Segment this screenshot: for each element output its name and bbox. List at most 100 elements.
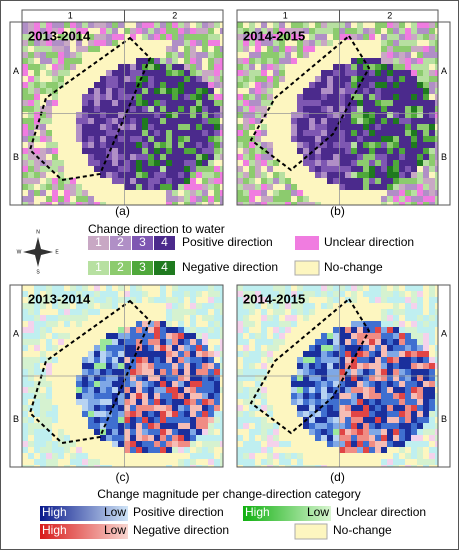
map-cell xyxy=(375,297,381,303)
map-cell xyxy=(261,64,267,70)
map-cell xyxy=(315,387,321,393)
map-cell xyxy=(196,429,202,435)
map-cell xyxy=(196,393,202,399)
map-cell xyxy=(118,429,124,435)
map-cell xyxy=(351,297,357,303)
map-cell xyxy=(327,172,333,178)
map-cell xyxy=(112,459,118,465)
map-cell xyxy=(220,178,223,184)
map-cell xyxy=(261,345,267,351)
map-cell xyxy=(142,375,148,381)
map-cell xyxy=(267,333,273,339)
map-cell xyxy=(52,291,58,297)
map-cell xyxy=(202,309,208,315)
map-cell xyxy=(363,381,369,387)
map-cell xyxy=(249,381,255,387)
map-cell xyxy=(375,178,381,184)
map-cell xyxy=(190,321,196,327)
map-cell xyxy=(417,142,423,148)
map-cell xyxy=(309,190,315,196)
map-cell xyxy=(423,34,429,40)
map-cell xyxy=(28,375,34,381)
map-cell xyxy=(399,375,405,381)
map-cell xyxy=(267,154,273,160)
map-cell xyxy=(124,40,130,46)
map-cell xyxy=(28,345,34,351)
map-cell xyxy=(273,435,279,441)
map-cell xyxy=(160,70,166,76)
map-cell xyxy=(160,447,166,453)
map-cell xyxy=(46,106,52,112)
map-cell xyxy=(34,190,40,196)
map-cell xyxy=(220,321,223,327)
map-cell xyxy=(285,465,291,467)
map-cell xyxy=(357,202,363,205)
map-cell xyxy=(357,76,363,82)
map-cell xyxy=(196,64,202,70)
map-cell xyxy=(148,309,154,315)
map-cell xyxy=(154,369,160,375)
map-cell xyxy=(249,70,255,76)
map-cell xyxy=(333,178,339,184)
map-cell xyxy=(261,405,267,411)
map-cell xyxy=(22,106,28,112)
map-cell xyxy=(237,172,243,178)
map-cell xyxy=(375,291,381,297)
map-cell xyxy=(243,411,249,417)
map-cell xyxy=(243,375,249,381)
map-cell xyxy=(142,148,148,154)
map-cell xyxy=(82,160,88,166)
map-cell xyxy=(273,124,279,130)
map-cell xyxy=(118,405,124,411)
map-cell xyxy=(76,411,82,417)
map-cell xyxy=(88,453,94,459)
map-cell xyxy=(321,196,327,202)
map-cell xyxy=(279,447,285,453)
map-cell xyxy=(46,321,52,327)
map-cell xyxy=(399,52,405,58)
map-cell xyxy=(94,64,100,70)
map-cell xyxy=(94,297,100,303)
map-cell xyxy=(58,327,64,333)
map-cell xyxy=(369,148,375,154)
map-cell xyxy=(417,94,423,100)
map-cell xyxy=(291,285,297,291)
map-cell xyxy=(393,327,399,333)
map-cell xyxy=(273,100,279,106)
map-cell xyxy=(172,405,178,411)
map-cell xyxy=(351,202,357,205)
map-cell xyxy=(220,142,223,148)
map-cell xyxy=(375,399,381,405)
map-cell xyxy=(423,285,429,291)
map-cell xyxy=(291,453,297,459)
map-cell xyxy=(327,40,333,46)
map-cell xyxy=(261,375,267,381)
map-cell xyxy=(375,423,381,429)
map-cell xyxy=(249,351,255,357)
map-cell xyxy=(94,363,100,369)
map-cell xyxy=(76,465,82,467)
map-cell xyxy=(357,369,363,375)
map-cell xyxy=(267,363,273,369)
map-cell xyxy=(321,172,327,178)
map-cell xyxy=(417,345,423,351)
map-cell xyxy=(261,387,267,393)
map-cell xyxy=(339,148,345,154)
map-cell xyxy=(46,88,52,94)
map-cell xyxy=(28,196,34,202)
map-cell xyxy=(136,285,142,291)
map-cell xyxy=(220,453,223,459)
map-cell xyxy=(423,411,429,417)
map-cell xyxy=(100,447,106,453)
map-cell xyxy=(88,142,94,148)
map-cell xyxy=(417,327,423,333)
map-cell xyxy=(88,166,94,172)
map-cell xyxy=(148,190,154,196)
map-cell xyxy=(303,58,309,64)
map-cell xyxy=(172,291,178,297)
map-cell xyxy=(381,118,387,124)
map-cell xyxy=(393,202,399,205)
map-cell xyxy=(106,100,112,106)
map-cell xyxy=(267,399,273,405)
map-cell xyxy=(52,22,58,28)
